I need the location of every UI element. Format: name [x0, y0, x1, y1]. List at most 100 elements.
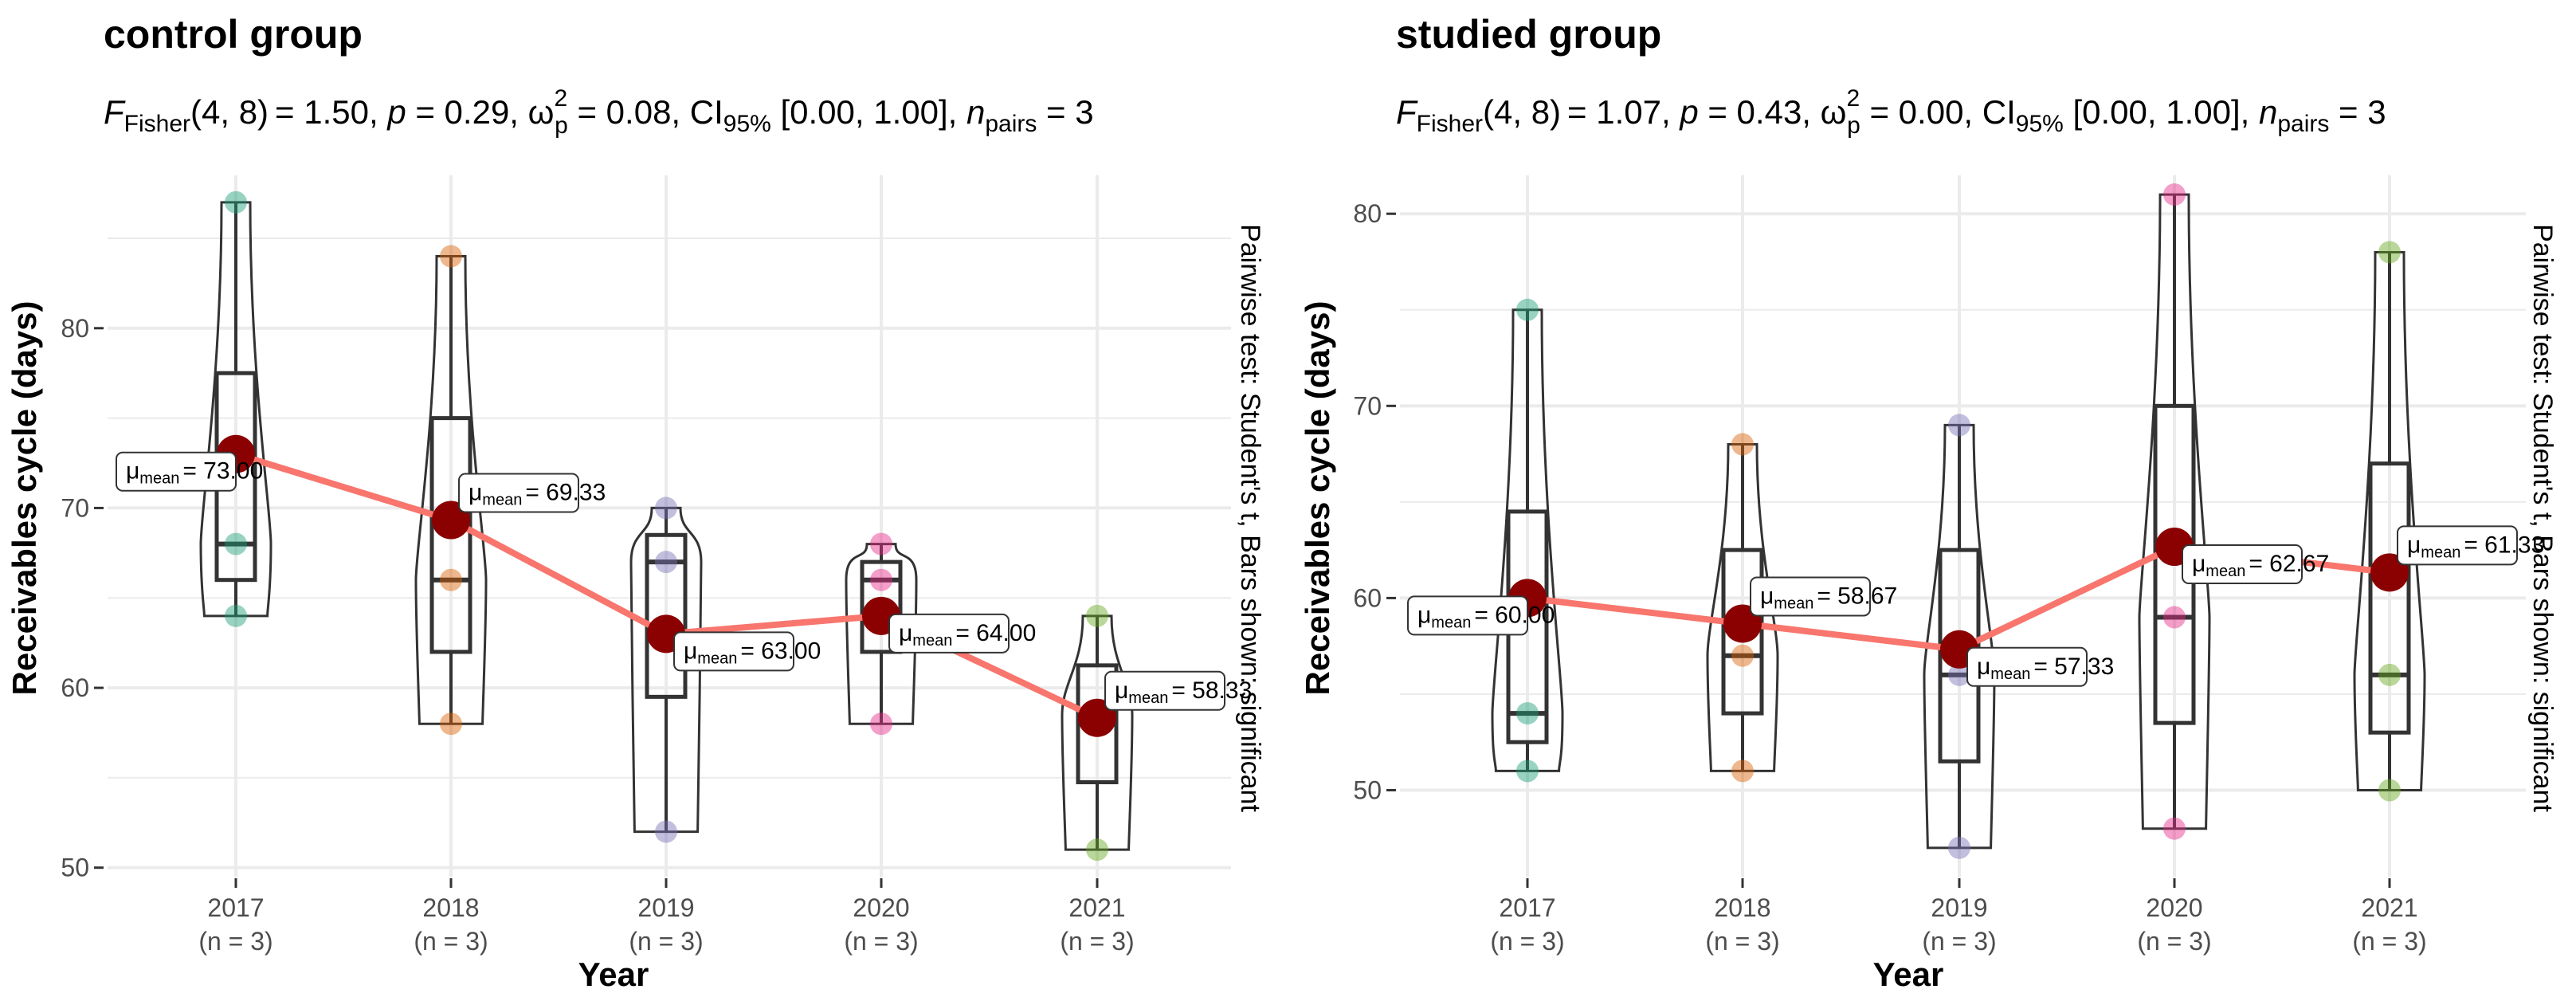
data-point: [2163, 183, 2186, 206]
data-point: [1516, 702, 1539, 725]
data-point: [2163, 606, 2186, 629]
data-point: [870, 568, 892, 591]
y-tick-label: 80: [61, 314, 89, 343]
x-tick-sample-size: (n = 3): [1490, 927, 1564, 956]
data-point: [440, 245, 462, 268]
mean-labels: μmean = 73.00 μmean = 69.33 μmean = 63.00 μmea…: [116, 451, 1252, 711]
data-point: [1086, 604, 1108, 627]
y-tick-label: 70: [1353, 391, 1382, 420]
mean-label-text: μmean = 69.33: [469, 480, 606, 509]
data-point: [1731, 433, 1754, 456]
mean-label-box: [1407, 595, 1528, 636]
data-point: [225, 604, 247, 627]
mean-label-box: [1750, 576, 1871, 617]
data-point: [870, 712, 892, 736]
x-axis-title: Year: [1873, 956, 1944, 993]
violin: [1923, 423, 1996, 850]
data-point: [655, 820, 677, 843]
mean-label-text: μmean = 63.00: [684, 638, 821, 667]
chart-subtitle: FFisher(4, 8) = 1.07, p = 0.43, ω2 p = 0.0…: [1396, 85, 2386, 139]
mean-label: μmean = 60.00: [1407, 595, 1555, 636]
box: [645, 532, 688, 699]
x-tick-label: 2017: [1499, 893, 1555, 922]
mean-labels: μmean = 60.00 μmean = 58.67 μmean = 57.33 μmea…: [1407, 525, 2544, 687]
data-point: [225, 190, 247, 214]
mean-label-text: μmean = 64.00: [899, 620, 1036, 650]
data-point: [655, 551, 677, 574]
violin: [199, 201, 272, 618]
x-tick-label: 2018: [422, 893, 479, 922]
violin: [2138, 193, 2211, 830]
box: [1721, 548, 1764, 716]
box: [1076, 663, 1119, 785]
mean-label-text: μmean = 60.00: [1417, 602, 1555, 631]
x-axis: 2017 (n = 3) 2018 (n = 3) 2019 (n = 3) 2020 (n …: [1490, 878, 2427, 956]
data-point: [1516, 298, 1539, 321]
data-point: [1948, 414, 1970, 437]
violin: [629, 506, 703, 834]
mean-label-box: [116, 451, 237, 492]
data-point: [1948, 663, 1970, 686]
box: [429, 416, 472, 654]
data-point: [2163, 817, 2186, 840]
data-point: [440, 568, 462, 591]
boxplots: [1506, 194, 2411, 848]
x-tick-label: 2019: [1931, 893, 1987, 922]
data-points: [1516, 183, 2401, 859]
x-tick-sample-size: (n = 3): [198, 927, 272, 956]
y-axis-title: Receivables cycle (days): [1299, 301, 1336, 696]
mean-label: μmean = 73.00: [116, 451, 263, 492]
mean-label-text: μmean = 58.33: [1115, 677, 1252, 707]
mean-label: μmean = 61.33: [2397, 525, 2544, 566]
y-axis: 50 60 70 80: [1353, 199, 1396, 805]
x-tick-label: 2021: [1068, 893, 1125, 922]
x-tick-label: 2018: [1714, 893, 1770, 922]
x-tick-sample-size: (n = 3): [629, 927, 703, 956]
y-tick-label: 80: [1353, 199, 1382, 228]
mean-label-text: μmean = 61.33: [2407, 532, 2544, 561]
pairwise-caption: Pairwise test: Student's t, Bars shown: …: [2527, 224, 2558, 812]
mean-label-box: [2397, 525, 2518, 566]
x-axis: 2017 (n = 3) 2018 (n = 3) 2019 (n = 3) 2020 (n …: [198, 878, 1135, 956]
violins: [1491, 193, 2426, 850]
box: [860, 559, 903, 654]
y-tick-label: 70: [61, 493, 89, 522]
mean-label-box: [458, 473, 579, 513]
data-point: [225, 532, 247, 555]
mean-label-text: μmean = 62.67: [2192, 551, 2329, 580]
data-point: [440, 712, 462, 736]
data-point: [1516, 760, 1539, 783]
chart-title: control group: [104, 12, 363, 57]
mean-label-box: [673, 631, 794, 672]
pairwise-caption: Pairwise test: Student's t, Bars shown: …: [1235, 224, 1265, 812]
x-tick-sample-size: (n = 3): [414, 927, 488, 956]
panel-control-group: control group FFisher(4, 8) = 1.50, p = 0…: [6, 12, 1265, 993]
y-tick-label: 60: [61, 673, 89, 702]
mean-label-text: μmean = 57.33: [1977, 654, 2114, 683]
data-point: [1731, 644, 1754, 667]
x-tick-sample-size: (n = 3): [844, 927, 918, 956]
mean-label-box: [1966, 646, 2088, 687]
y-tick-label: 50: [1353, 776, 1382, 805]
data-point: [2378, 663, 2401, 686]
mean-label-box: [2182, 544, 2303, 585]
mean-label: μmean = 64.00: [888, 613, 1036, 654]
data-point: [655, 497, 677, 520]
mean-label: μmean = 63.00: [673, 631, 821, 672]
chart-title: studied group: [1396, 12, 1661, 57]
mean-label-box: [888, 613, 1010, 654]
data-point: [1086, 838, 1108, 862]
x-tick-label: 2019: [637, 893, 694, 922]
data-point: [2378, 779, 2401, 802]
data-point: [1731, 760, 1754, 783]
box: [2368, 461, 2411, 735]
mean-label-text: μmean = 73.00: [126, 458, 263, 488]
x-tick-sample-size: (n = 3): [2352, 927, 2426, 956]
x-tick-label: 2017: [207, 893, 264, 922]
x-tick-label: 2020: [2146, 893, 2202, 922]
violin: [1491, 308, 1564, 772]
mean-label-text: μmean = 58.67: [1760, 583, 1897, 612]
y-tick-label: 60: [1353, 583, 1382, 612]
mean-label: μmean = 62.67: [2182, 544, 2329, 585]
